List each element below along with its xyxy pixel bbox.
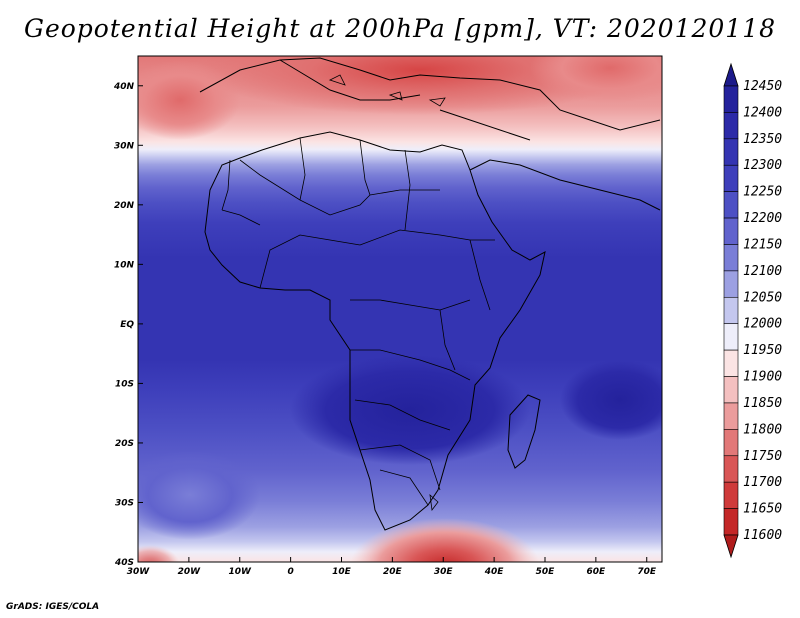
lat-tick-label: EQ — [120, 320, 134, 330]
colorbar-box — [723, 138, 739, 166]
colorbar-level-label: 11950 — [743, 343, 782, 358]
lon-tick-label: 20E — [383, 567, 403, 577]
colorbar-level-label: 12250 — [743, 185, 782, 200]
colorbar-level-label: 12350 — [743, 132, 782, 147]
lon-tick-label: 50E — [536, 567, 556, 577]
colorbar-box — [723, 402, 739, 430]
colorbar-box — [723, 244, 739, 272]
lon-tick-label: 70E — [637, 567, 657, 577]
lat-tick-label: 40N — [113, 82, 135, 92]
colorbar-box — [723, 376, 739, 404]
colorbar-box — [723, 112, 739, 140]
lon-tick-label: 30W — [127, 567, 151, 577]
lat-tick-label: 40S — [114, 558, 134, 568]
colorbar-labels: 12450 12400 12350 12300 12250 12200 12150 12100… — [743, 79, 782, 543]
longitude-ticks: 30W 20W 10W 0 10E 20E 30E 40E 50E 60E 70E — [127, 557, 657, 577]
colorbar-box — [723, 296, 739, 325]
colorbar-level-label: 12050 — [743, 290, 782, 305]
latitude-ticks: 40N 30N 20N 10N EQ 10S 20S 30S 40S — [113, 82, 143, 568]
colorbar-box — [723, 508, 739, 536]
colorbar-level-label: 12150 — [743, 237, 782, 252]
plot-frame — [137, 55, 663, 563]
lat-tick-label: 20S — [115, 439, 134, 449]
lon-tick-label: 40E — [484, 567, 505, 577]
colorbar-level-label: 12300 — [743, 158, 782, 173]
colorbar-top-arrow — [723, 62, 739, 87]
colorbar-box — [723, 429, 739, 457]
colorbar-level-label: 12100 — [743, 264, 782, 279]
lat-tick-label: 30S — [115, 498, 134, 508]
colorbar-bottom-arrow — [723, 534, 739, 559]
lat-tick-label: 20N — [114, 201, 135, 211]
lon-tick-label: 30E — [434, 567, 454, 577]
colorbar-level-label: 11750 — [743, 449, 782, 464]
colorbar-box — [723, 85, 739, 113]
lat-tick-label: 30N — [114, 141, 135, 151]
colorbar-box — [723, 323, 739, 351]
colorbar-level-label: 11700 — [743, 475, 782, 490]
grads-credit: GrADS: IGES/COLA — [6, 602, 100, 612]
colorbar-level-label: 11850 — [743, 396, 782, 411]
colorbar-level-label: 12400 — [743, 105, 782, 120]
colorbar-box — [723, 270, 739, 298]
colorbar-level-label: 12450 — [743, 79, 782, 94]
colorbar-level-label: 12000 — [743, 317, 782, 332]
coastlines — [199, 57, 661, 531]
colorbar-box — [723, 455, 739, 483]
colorbar-level-label: 11600 — [743, 528, 782, 543]
country-borders — [221, 137, 495, 512]
lon-tick-label: 20W — [178, 567, 202, 577]
colorbar-boxes — [723, 62, 739, 559]
lon-tick-label: 10W — [229, 567, 253, 577]
map-title: Geopotential Height at 200hPa [gpm], VT:… — [23, 14, 777, 43]
colorbar-level-label: 11900 — [743, 370, 782, 385]
colorbar-level-label: 11800 — [743, 422, 782, 437]
height-field — [138, 56, 662, 562]
colorbar-box — [723, 217, 739, 245]
lon-tick-label: 0 — [287, 567, 293, 577]
colorbar-box — [723, 481, 739, 509]
colorbar-box — [723, 191, 739, 219]
colorbar-box — [723, 164, 739, 192]
colorbar-level-label: 12200 — [743, 211, 782, 226]
lon-tick-label: 60E — [587, 567, 607, 577]
lat-tick-label: 10S — [115, 379, 134, 389]
mediterranean-islands — [328, 74, 446, 107]
lon-tick-label: 10E — [332, 567, 352, 577]
lat-tick-label: 10N — [114, 260, 135, 270]
colorbar-level-label: 11650 — [743, 502, 782, 517]
colorbar-box — [723, 349, 739, 377]
